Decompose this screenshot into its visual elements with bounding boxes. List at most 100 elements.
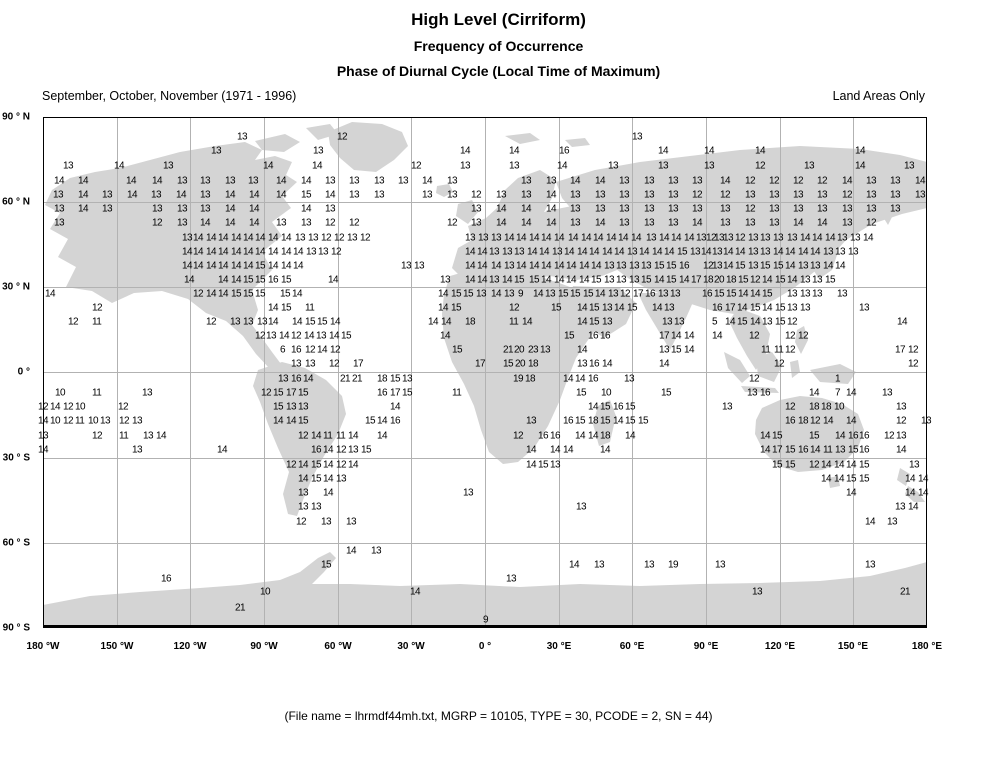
grid-value: 12 <box>92 302 103 314</box>
grid-value: 14 <box>526 459 537 471</box>
grid-value: 14 <box>846 459 857 471</box>
grid-value: 13 <box>662 316 673 328</box>
grid-value: 12 <box>193 288 204 300</box>
grid-value: 15 <box>390 373 401 385</box>
grid-value: 13 <box>890 175 901 187</box>
grid-value: 14 <box>410 586 421 598</box>
grid-value: 13 <box>306 246 317 258</box>
grid-value: 14 <box>550 444 561 456</box>
grid-value: 13 <box>668 189 679 201</box>
grid-value: 15 <box>255 260 266 272</box>
grid-value: 14 <box>566 260 577 272</box>
grid-value: 17 <box>633 288 644 300</box>
grid-value: 14 <box>557 160 568 172</box>
grid-value: 13 <box>704 160 715 172</box>
grid-value: 13 <box>793 189 804 201</box>
grid-value: 14 <box>526 444 537 456</box>
grid-value: 12 <box>38 401 49 413</box>
grid-value: 14 <box>821 459 832 471</box>
grid-value: 14 <box>835 260 846 272</box>
grid-value: 14 <box>760 430 771 442</box>
grid-value: 14 <box>750 316 761 328</box>
grid-value: 15 <box>591 274 602 286</box>
grid-value: 14 <box>855 160 866 172</box>
grid-value: 14 <box>477 260 488 272</box>
grid-value: 13 <box>348 444 359 456</box>
grid-value: 12 <box>785 344 796 356</box>
grid-value: 13 <box>496 189 507 201</box>
grid-value: 13 <box>440 274 451 286</box>
grid-value: 14 <box>918 487 929 499</box>
grid-value: 13 <box>200 203 211 215</box>
grid-value: 13 <box>690 246 701 258</box>
grid-value: 16 <box>311 444 322 456</box>
grid-value: 13 <box>316 330 327 342</box>
grid-value: 14 <box>554 260 565 272</box>
grid-value: 14 <box>263 160 274 172</box>
grid-value: 14 <box>834 473 845 485</box>
grid-value: 14 <box>809 387 820 399</box>
grid-value: 15 <box>280 288 291 300</box>
grid-value: 13 <box>812 288 823 300</box>
grid-value: 13 <box>793 203 804 215</box>
grid-value: 12 <box>68 316 79 328</box>
grid-value: 10 <box>601 387 612 399</box>
grid-value: 14 <box>760 444 771 456</box>
grid-value: 14 <box>581 232 592 244</box>
grid-value: 14 <box>577 344 588 356</box>
grid-value: 12 <box>119 415 130 427</box>
land-europe <box>452 170 632 280</box>
grid-value: 1 <box>835 373 841 385</box>
grid-value: 14 <box>821 473 832 485</box>
land-sumatra <box>724 352 750 383</box>
grid-value: 13 <box>347 232 358 244</box>
grid-value: 16 <box>848 430 859 442</box>
grid-value: 17 <box>725 302 736 314</box>
grid-value: 14 <box>301 175 312 187</box>
grid-value: 13 <box>298 401 309 413</box>
grid-value: 15 <box>451 288 462 300</box>
grid-value: 13 <box>812 274 823 286</box>
grid-value: 14 <box>577 316 588 328</box>
grid-value: 16 <box>679 260 690 272</box>
grid-value: 13 <box>602 316 613 328</box>
longitude-tick-label: 180 °W <box>26 641 60 652</box>
grid-value: 12 <box>809 459 820 471</box>
grid-value: 21 <box>900 586 911 598</box>
grid-value: 15 <box>298 387 309 399</box>
grid-value: 14 <box>787 274 798 286</box>
grid-value: 13 <box>804 160 815 172</box>
grid-value: 13 <box>248 175 259 187</box>
grid-value: 13 <box>463 487 474 499</box>
grid-value: 13 <box>604 260 615 272</box>
grid-value: 12 <box>896 415 907 427</box>
land-new-zealand-south <box>905 486 925 502</box>
grid-value: 15 <box>714 288 725 300</box>
grid-value: 14 <box>126 175 137 187</box>
latitude-tick-label: 60 ° N <box>2 196 30 208</box>
grid-value: 13 <box>619 217 630 229</box>
grid-value: 15 <box>661 387 672 399</box>
grid-value: 13 <box>632 131 643 143</box>
grid-value: 14 <box>114 160 125 172</box>
grid-value: 15 <box>666 274 677 286</box>
grid-value: 20 <box>714 274 725 286</box>
grid-value: 12 <box>336 459 347 471</box>
grid-value: 14 <box>591 260 602 272</box>
grid-value: 13 <box>787 288 798 300</box>
grid-value: 14 <box>206 288 217 300</box>
grid-value: 14 <box>255 246 266 258</box>
grid-value: 12 <box>513 430 524 442</box>
grid-value: 15 <box>600 415 611 427</box>
grid-value: 14 <box>438 302 449 314</box>
grid-value: 15 <box>273 401 284 413</box>
grid-value: 15 <box>737 316 748 328</box>
grid-value: 17 <box>772 444 783 456</box>
grid-value: 13 <box>722 401 733 413</box>
grid-value: 15 <box>564 330 575 342</box>
grid-value: 11 <box>119 430 129 442</box>
grid-value: 15 <box>514 274 525 286</box>
grid-value: 12 <box>755 160 766 172</box>
land-arctic-islands-2 <box>306 124 338 140</box>
grid-value: 14 <box>273 415 284 427</box>
